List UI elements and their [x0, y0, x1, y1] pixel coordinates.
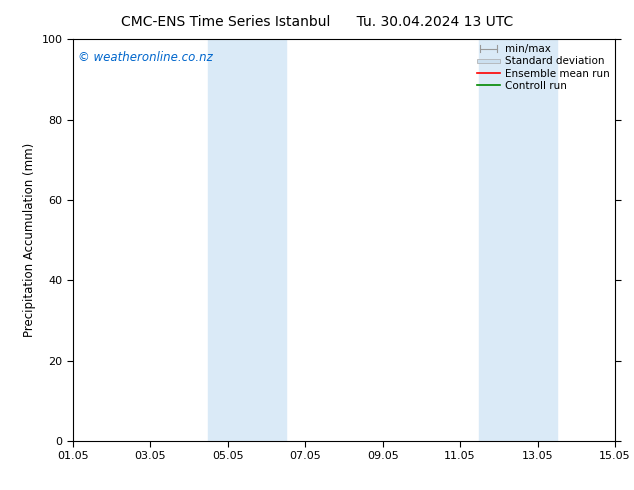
Y-axis label: Precipitation Accumulation (mm): Precipitation Accumulation (mm) [23, 143, 36, 337]
Text: © weatheronline.co.nz: © weatheronline.co.nz [79, 51, 213, 64]
Text: CMC-ENS Time Series Istanbul      Tu. 30.04.2024 13 UTC: CMC-ENS Time Series Istanbul Tu. 30.04.2… [121, 15, 513, 29]
Bar [479, 39, 557, 441]
Bar [209, 39, 286, 441]
Legend: min/max, Standard deviation, Ensemble mean run, Controll run: min/max, Standard deviation, Ensemble me… [474, 41, 613, 94]
